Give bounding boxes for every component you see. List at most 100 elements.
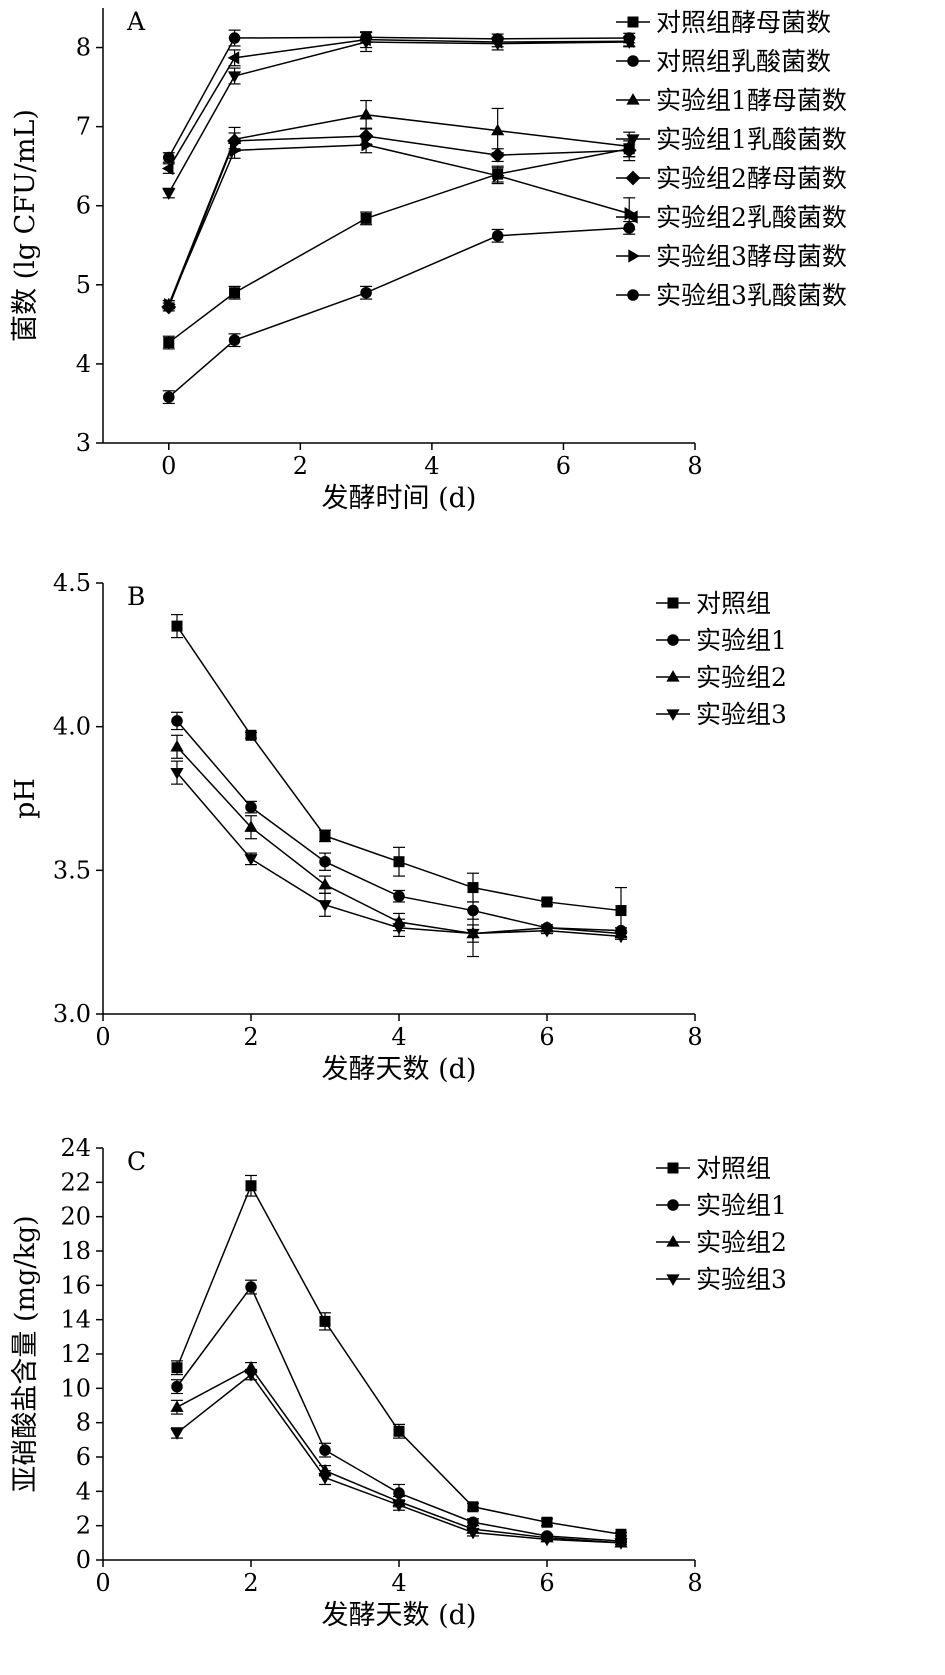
- data-point: [228, 334, 241, 346]
- data-point: [163, 151, 175, 164]
- series-line: [176, 1184, 622, 1535]
- legend-marker: [666, 1274, 680, 1286]
- data-point: [245, 1180, 257, 1192]
- y-tick-label: 12: [60, 1340, 91, 1368]
- series-line: [176, 1366, 622, 1544]
- y-axis-title: pH: [10, 778, 41, 819]
- x-tick-label: 6: [556, 452, 571, 480]
- data-point: [491, 123, 505, 136]
- data-point: [540, 925, 554, 938]
- y-tick-label: 0: [76, 1546, 91, 1574]
- legend-label: 实验组2乳酸菌数: [656, 203, 847, 232]
- data-point: [623, 32, 635, 44]
- y-tick-label: 7: [76, 113, 91, 141]
- legend-marker: [667, 634, 679, 646]
- legend-label: 实验组2酵母菌数: [656, 164, 847, 193]
- data-point: [163, 337, 175, 349]
- series-5: [161, 127, 637, 315]
- data-point: [467, 882, 479, 894]
- legend-marker: [626, 93, 640, 105]
- data-point: [319, 855, 331, 868]
- x-axis-title: 发酵天数 (d): [322, 1054, 477, 1085]
- series-4: [170, 1368, 628, 1550]
- data-point: [615, 905, 627, 917]
- legend-marker: [627, 16, 639, 28]
- legend-marker: [667, 597, 679, 609]
- data-point: [227, 133, 242, 149]
- y-tick-label: 6: [76, 192, 91, 220]
- legend: 对照组酵母菌数对照组乳酸菌数实验组1酵母菌数实验组1乳酸菌数实验组2酵母菌数实验…: [616, 8, 847, 310]
- data-point: [466, 928, 480, 941]
- data-point: [393, 856, 405, 868]
- y-tick-label: 4.5: [53, 569, 91, 597]
- legend-item: 实验组2: [656, 1228, 787, 1257]
- data-point: [318, 1472, 332, 1485]
- legend-item: 对照组乳酸菌数: [616, 47, 831, 76]
- legend-marker: [625, 170, 641, 186]
- data-point: [614, 1538, 628, 1550]
- legend-marker: [628, 249, 640, 263]
- y-tick-label: 10: [60, 1374, 91, 1402]
- data-point: [360, 212, 372, 224]
- data-point: [358, 128, 374, 144]
- legend-marker: [666, 709, 680, 721]
- series-line: [168, 148, 630, 344]
- data-point: [229, 143, 242, 157]
- data-point: [318, 900, 332, 912]
- data-point: [170, 767, 184, 780]
- data-point: [467, 1501, 479, 1513]
- series-line: [176, 1373, 622, 1544]
- y-tick-label: 20: [60, 1203, 91, 1231]
- data-point: [392, 923, 406, 935]
- data-point: [244, 1369, 258, 1382]
- series-1: [162, 140, 636, 350]
- legend-marker: [667, 1162, 679, 1174]
- data-point: [319, 1444, 331, 1456]
- y-tick-label: 3: [76, 429, 91, 457]
- legend-label: 对照组乳酸菌数: [656, 47, 831, 76]
- data-point: [171, 715, 183, 727]
- data-point: [161, 161, 174, 176]
- x-axis-title: 发酵天数 (d): [322, 1600, 477, 1631]
- panel-label: C: [127, 1147, 146, 1176]
- legend-label: 实验组3: [696, 700, 787, 729]
- series-line: [168, 41, 630, 194]
- legend-label: 实验组1: [696, 1191, 787, 1220]
- data-point: [360, 31, 372, 44]
- series-line: [168, 227, 630, 398]
- x-tick-label: 4: [391, 1569, 406, 1597]
- legend-marker: [626, 210, 638, 224]
- y-tick-label: 6: [76, 1443, 91, 1471]
- data-point: [614, 931, 628, 944]
- legend-label: 实验组2: [696, 663, 787, 692]
- data-point: [393, 890, 405, 902]
- series-1: [171, 614, 627, 935]
- y-tick-label: 14: [60, 1306, 91, 1334]
- data-point: [541, 1516, 553, 1528]
- data-point: [491, 230, 504, 242]
- data-point: [171, 620, 183, 632]
- y-tick-label: 24: [60, 1134, 91, 1162]
- y-tick-label: 8: [76, 1409, 91, 1437]
- data-point: [228, 32, 241, 44]
- legend-label: 对照组酵母菌数: [656, 8, 831, 37]
- y-axis-title: 菌数 (lg CFU/mL): [10, 109, 41, 342]
- data-point: [171, 1362, 183, 1374]
- data-point: [492, 169, 505, 183]
- legend-item: 实验组1: [656, 626, 787, 655]
- legend-label: 对照组: [696, 1154, 771, 1183]
- data-point: [170, 739, 184, 752]
- data-point: [229, 287, 241, 299]
- x-tick-label: 8: [687, 1023, 702, 1051]
- data-point: [245, 1281, 257, 1293]
- data-point: [245, 729, 257, 741]
- x-tick-label: 4: [391, 1023, 406, 1051]
- x-tick-label: 6: [539, 1569, 554, 1597]
- data-point: [227, 71, 242, 83]
- series-line: [168, 144, 630, 305]
- panel-label: B: [127, 582, 145, 611]
- data-point: [170, 1428, 184, 1440]
- legend-item: 对照组: [656, 1154, 771, 1183]
